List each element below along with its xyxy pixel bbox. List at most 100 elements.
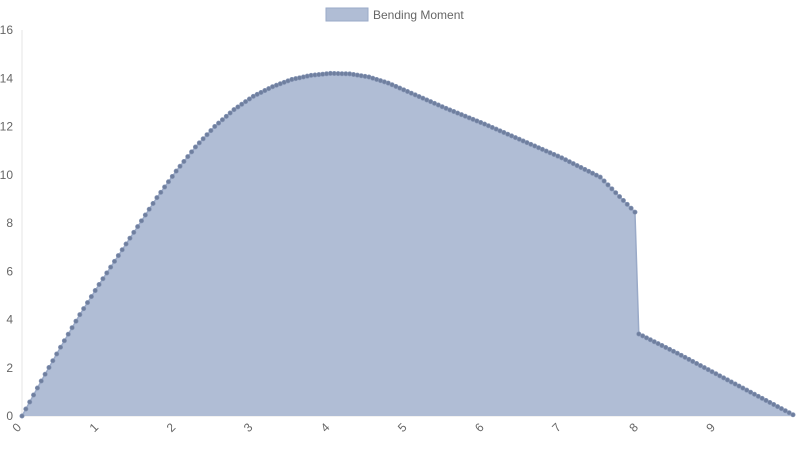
data-point — [150, 200, 156, 206]
data-point — [81, 306, 87, 312]
data-point — [690, 358, 696, 364]
data-point — [54, 351, 60, 357]
data-point — [61, 338, 67, 344]
data-point — [620, 197, 626, 203]
data-point — [142, 212, 148, 218]
data-point — [717, 373, 723, 379]
data-point — [173, 168, 179, 174]
data-point — [605, 182, 611, 188]
data-point — [736, 383, 742, 389]
data-point — [613, 190, 619, 196]
data-point — [227, 110, 233, 116]
data-point — [262, 88, 268, 94]
data-point — [582, 166, 588, 172]
data-point — [165, 179, 171, 185]
data-point — [127, 235, 133, 241]
data-point — [23, 406, 29, 412]
data-point — [578, 165, 584, 171]
data-point — [670, 348, 676, 354]
data-point — [158, 189, 164, 195]
data-point — [108, 264, 114, 270]
data-point — [185, 154, 191, 160]
data-point — [651, 339, 657, 345]
data-point — [697, 363, 703, 369]
data-point — [659, 343, 665, 349]
data-point — [73, 318, 79, 324]
data-point — [219, 117, 225, 123]
data-point — [100, 276, 106, 282]
data-point — [192, 144, 198, 150]
data-point — [632, 209, 638, 215]
data-point — [782, 408, 788, 414]
data-point — [216, 120, 222, 126]
y-tick-label: 12 — [0, 120, 13, 134]
y-axis: 0 2 4 6 8 10 12 14 16 — [0, 23, 23, 423]
data-point — [775, 404, 781, 410]
data-point — [678, 352, 684, 358]
data-point — [119, 247, 125, 253]
data-point — [674, 350, 680, 356]
legend-label-bending-moment: Bending Moment — [373, 8, 464, 22]
data-point — [597, 174, 603, 180]
data-point — [786, 410, 792, 416]
data-point — [266, 86, 272, 92]
data-point — [243, 99, 249, 105]
data-point — [655, 341, 661, 347]
data-point — [189, 149, 195, 155]
data-point — [740, 385, 746, 391]
data-point — [208, 128, 214, 134]
data-point — [744, 387, 750, 393]
data-point — [644, 335, 650, 341]
data-point — [169, 173, 175, 179]
data-point — [721, 375, 727, 381]
x-tick-label: 5 — [395, 420, 410, 435]
data-point — [566, 159, 572, 165]
data-point — [667, 346, 673, 352]
data-point — [46, 365, 52, 371]
data-point — [250, 93, 256, 99]
x-tick-label: 2 — [164, 420, 179, 435]
data-point — [755, 393, 761, 399]
data-point — [38, 378, 44, 384]
data-point — [146, 206, 152, 212]
data-point — [139, 218, 145, 224]
data-point — [58, 344, 64, 350]
data-point — [763, 397, 769, 403]
legend[interactable]: Bending Moment — [325, 7, 464, 22]
x-tick-label: 7 — [549, 420, 564, 435]
data-point — [640, 333, 646, 339]
x-tick-label: 3 — [241, 420, 256, 435]
data-point — [85, 300, 91, 306]
data-point — [112, 258, 118, 264]
data-point — [65, 331, 71, 337]
data-point — [682, 354, 688, 360]
y-tick-label: 14 — [0, 71, 13, 85]
data-point — [701, 365, 707, 371]
data-point — [162, 184, 168, 190]
data-point — [624, 201, 630, 207]
y-tick-label: 8 — [6, 216, 13, 230]
data-point — [771, 402, 777, 408]
data-point — [686, 356, 692, 362]
data-point — [748, 389, 754, 395]
data-point — [204, 132, 210, 138]
data-point — [724, 377, 730, 383]
data-point — [77, 312, 83, 318]
data-point — [96, 282, 102, 288]
x-tick-label: 1 — [87, 420, 102, 435]
y-tick-label: 6 — [6, 264, 13, 278]
data-point — [123, 241, 129, 247]
data-point — [27, 399, 33, 405]
data-point — [200, 136, 206, 142]
data-point — [50, 358, 56, 364]
data-point — [104, 270, 110, 276]
x-tick-label: 9 — [703, 420, 718, 435]
y-tick-label: 16 — [0, 23, 13, 37]
data-point — [694, 361, 700, 367]
data-point — [647, 337, 653, 343]
data-point — [628, 205, 634, 211]
data-point — [609, 186, 615, 192]
data-point — [135, 224, 141, 230]
data-point — [593, 172, 599, 178]
